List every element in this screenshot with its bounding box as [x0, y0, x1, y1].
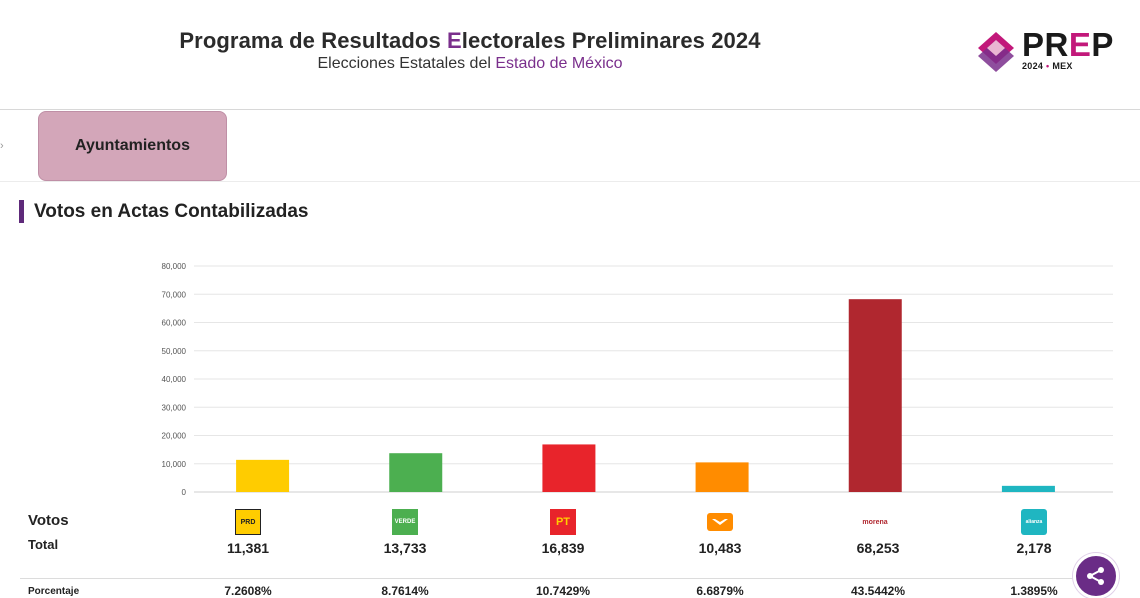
- alianza-percentage: 1.3895%: [1010, 584, 1058, 598]
- y-tick-label: 0: [182, 488, 187, 497]
- votes-row-label: Votos: [28, 512, 69, 529]
- bar-verde[interactable]: [389, 453, 443, 492]
- mc-logo-icon: [707, 513, 733, 531]
- bar-mc[interactable]: [695, 462, 749, 492]
- share-button[interactable]: [1073, 553, 1119, 598]
- y-tick-label: 40,000: [162, 375, 187, 384]
- votes-bar-chart: 0 10,000 20,000 30,000 40,000 50,000 60,000 70,…: [162, 262, 1113, 497]
- table-divider: [20, 578, 1120, 579]
- tab-ayuntamientos[interactable]: Ayuntamientos: [38, 111, 227, 181]
- header: Programa de Resultados Electorales Preli…: [0, 0, 1140, 110]
- verde-percentage: 8.7614%: [381, 584, 429, 598]
- section-title: Votos en Actas Contabilizadas: [19, 200, 309, 223]
- share-icon: [1087, 567, 1104, 585]
- prep-logo-mark-icon: [978, 32, 1014, 72]
- morena-logo-icon: morena: [862, 518, 888, 526]
- prd-logo-icon: PRD: [235, 509, 261, 535]
- verde-logo-icon: VERDE: [392, 509, 418, 535]
- y-tick-label: 50,000: [162, 347, 187, 356]
- y-tick-label: 30,000: [162, 403, 187, 412]
- page-subtitle: Elecciones Estatales del Estado de Méxic…: [317, 55, 623, 72]
- total-row-label: Total: [28, 537, 59, 552]
- page-title: Programa de Resultados Electorales Preli…: [179, 28, 761, 53]
- bar-prd[interactable]: [236, 459, 290, 492]
- y-tick-label: 60,000: [162, 319, 187, 328]
- alianza-votes: 2,178: [1016, 540, 1052, 556]
- mc-votes: 10,483: [698, 540, 742, 556]
- logo-wordmark: PREP: [1022, 26, 1114, 63]
- mc-eagle-icon: [712, 519, 728, 525]
- y-tick-label: 20,000: [162, 432, 187, 441]
- y-tick-label: 80,000: [162, 262, 187, 271]
- bar-pt[interactable]: [542, 444, 596, 492]
- logo-subtitle: 2024 • MEX: [1022, 61, 1073, 71]
- alianza-logo-icon: alianza: [1021, 509, 1047, 535]
- percentage-row-label: Porcentaje: [28, 586, 80, 597]
- results-card: [0, 181, 1140, 598]
- verde-votes: 13,733: [383, 540, 427, 556]
- morena-percentage: 43.5442%: [850, 584, 906, 598]
- y-tick-label: 70,000: [162, 290, 187, 299]
- prd-percentage: 7.2608%: [224, 584, 272, 598]
- prep-logo[interactable]: PREP 2024 • MEX: [976, 26, 1126, 76]
- mc-percentage: 6.6879%: [696, 584, 744, 598]
- bar-alianza[interactable]: [1001, 485, 1055, 492]
- bar-morena[interactable]: [848, 299, 902, 492]
- y-tick-label: 10,000: [162, 460, 187, 469]
- pt-votes: 16,839: [541, 540, 585, 556]
- morena-votes: 68,253: [856, 540, 900, 556]
- pt-logo-icon: PT: [550, 509, 576, 535]
- pt-percentage: 10.7429%: [535, 584, 591, 598]
- left-edge-fragment: ›: [0, 140, 4, 152]
- prd-votes: 11,381: [226, 540, 270, 556]
